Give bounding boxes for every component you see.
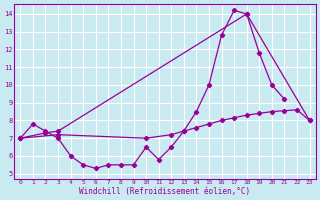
X-axis label: Windchill (Refroidissement éolien,°C): Windchill (Refroidissement éolien,°C) (79, 187, 251, 196)
